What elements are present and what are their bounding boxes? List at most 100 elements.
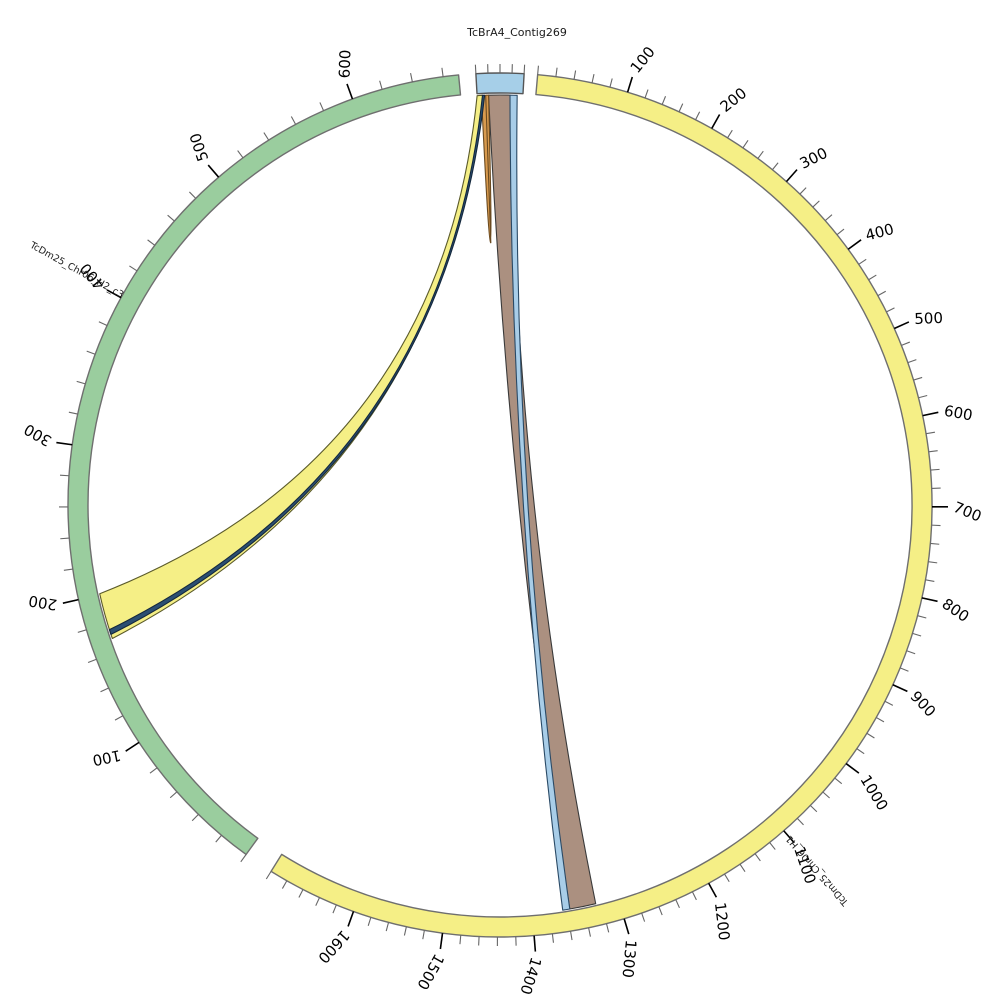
track-chr06_h2_c3[interactable] [67,74,462,856]
minor-tick [899,667,909,672]
axis-tick-label: 300 [797,144,831,173]
minor-tick [877,290,887,297]
minor-tick [925,431,936,435]
minor-tick [60,537,70,540]
minor-tick [410,73,413,83]
minor-tick [691,891,697,901]
minor-tick [76,380,86,385]
minor-tick [901,341,911,346]
minor-tick [661,96,667,105]
minor-tick [912,632,922,637]
axis-tick-label: 100 [91,746,123,769]
ribbons-layer [99,94,597,911]
minor-tick [925,579,935,582]
minor-tick [537,65,539,75]
minor-tick [167,214,175,222]
major-tick [845,762,860,774]
minor-tick [332,904,337,914]
minor-tick [884,700,894,706]
minor-tick [930,542,940,545]
minor-tick [754,853,761,862]
major-tick [785,169,798,183]
minor-tick [658,906,663,916]
minor-tick [570,931,573,941]
minor-tick [675,899,680,909]
minor-tick [724,873,730,883]
major-tick [62,598,79,604]
minor-tick [403,926,407,936]
axis-tick-label: 800 [939,595,973,626]
minor-tick [822,791,830,799]
minor-tick [591,74,595,84]
minor-tick [875,716,885,723]
minor-tick [742,140,749,149]
minor-tick [644,89,649,99]
axis-tick-label: 400 [864,220,896,245]
axis-tick-label: 600 [943,402,974,425]
track-chr06_h1[interactable] [270,73,933,938]
major-tick [922,411,939,417]
orange-link-contig-short [480,94,492,244]
minor-tick [928,450,938,453]
major-tick [783,830,795,844]
axis-tick-label: 200 [27,591,58,613]
minor-tick [868,274,877,281]
minor-tick [129,265,138,272]
axis-tick-label: 1200 [711,901,733,941]
minor-tick [474,64,477,74]
minor-tick [913,376,923,381]
major-tick [847,239,862,250]
minor-tick [605,923,610,933]
minor-tick [385,922,390,932]
axis-tick-label: 1500 [413,951,448,993]
major-tick [439,933,444,950]
minor-tick [149,767,158,774]
major-tick [626,76,634,93]
minor-tick [810,805,818,813]
minor-tick [100,687,109,693]
major-tick [893,321,910,330]
axis-tick-label: 500 [914,309,943,328]
minor-tick [114,715,124,721]
minor-tick [265,871,272,880]
minor-tick [588,927,591,937]
minor-tick [695,111,701,121]
minor-tick [930,468,940,471]
page-title: TcBrA4_Contig269 [466,26,567,39]
major-tick [56,441,73,446]
minor-tick [769,842,776,850]
axis-tick-label: 1300 [619,939,640,979]
major-tick [207,164,220,178]
minor-tick [555,67,558,77]
minor-tick [866,732,875,739]
track-name-chr06_h1: TcDm25_Chr06_H1 [784,833,852,908]
axis-tick-label: 500 [186,131,212,164]
minor-tick [771,162,779,171]
minor-tick [812,200,820,208]
minor-tick [757,150,764,159]
track-contig269[interactable] [475,72,525,95]
minor-tick [609,78,613,88]
minor-tick [215,834,222,843]
minor-tick [796,818,804,826]
tracks-layer [67,72,933,938]
yellow-link-contig-to-h2c3-345 [99,94,484,640]
minor-tick [77,629,87,633]
minor-tick [834,777,843,785]
brown-link-contig-to-h1-1400 [488,94,597,910]
major-tick [347,911,355,927]
major-tick [707,882,718,898]
blue-link-contig-to-h1-1400 [509,94,571,911]
axis-tick-label: 1400 [516,955,545,997]
minor-tick [856,748,865,755]
major-tick [711,114,721,129]
minor-tick [441,67,444,77]
minor-tick [641,912,646,922]
minor-tick [799,187,807,195]
minor-tick [290,116,297,125]
minor-tick [191,813,199,822]
minor-tick [86,350,96,355]
minor-tick [315,897,321,906]
